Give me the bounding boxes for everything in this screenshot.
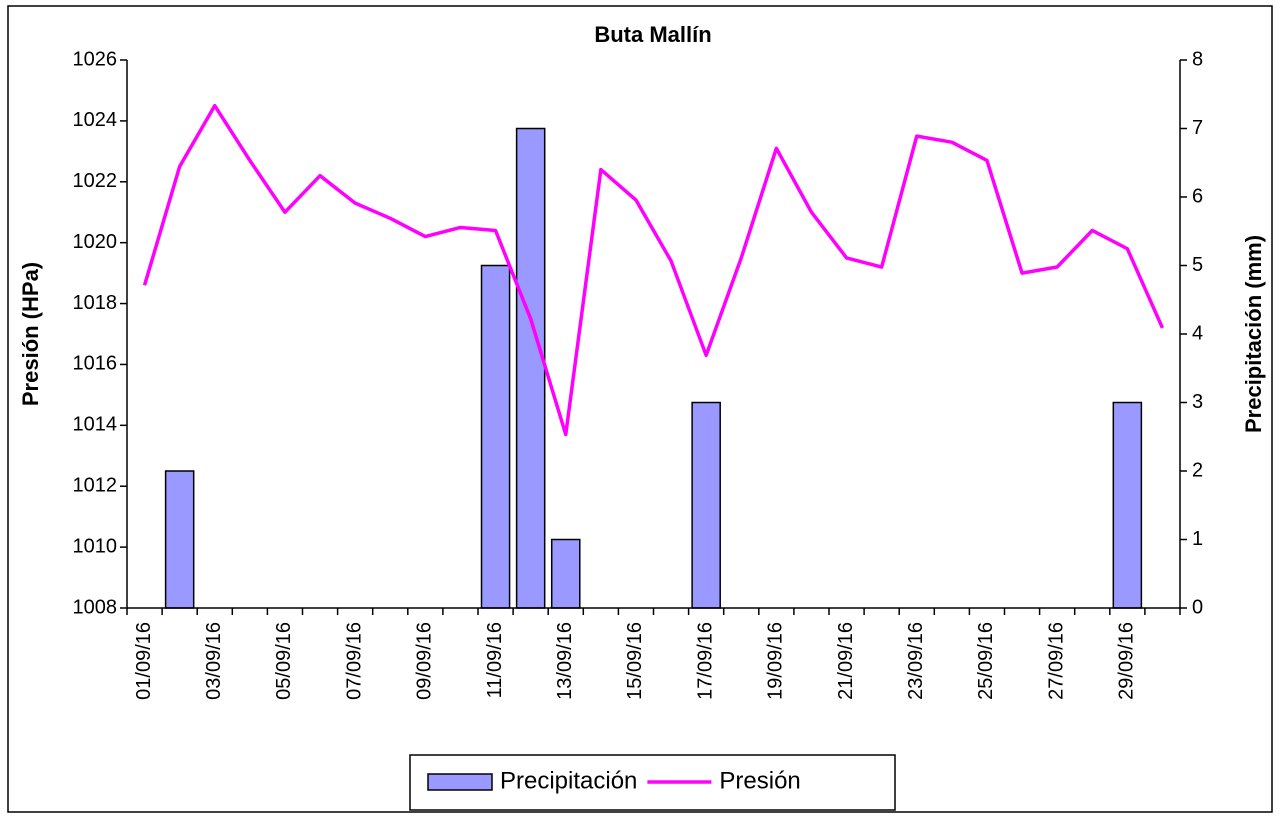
plot-area — [127, 60, 1180, 608]
bar — [691, 401, 721, 609]
y-tick-label: 1012 — [73, 475, 118, 497]
y2-tick-label: 3 — [1192, 391, 1203, 413]
y2-tick-label: 5 — [1192, 254, 1203, 276]
y-tick-label: 1010 — [73, 535, 118, 557]
y-tick-label: 1022 — [73, 170, 118, 192]
x-tick-label: 07/09/16 — [343, 622, 365, 700]
y-tick-label: 1020 — [73, 231, 118, 253]
y2-axis-label: Precipitación (mm) — [1241, 235, 1266, 433]
x-tick-label: 01/09/16 — [133, 622, 155, 700]
y2-tick-label: 8 — [1192, 48, 1203, 70]
y-tick-label: 1014 — [73, 414, 118, 436]
y2-tick-label: 4 — [1192, 322, 1203, 344]
bar — [515, 127, 546, 609]
x-tick-label: 17/09/16 — [694, 622, 716, 700]
x-tick-label: 23/09/16 — [905, 622, 927, 700]
x-tick-label: 13/09/16 — [554, 622, 576, 700]
x-tick-label: 27/09/16 — [1045, 622, 1067, 700]
y-axis-label: Presión (HPa) — [18, 262, 43, 406]
x-tick-label: 25/09/16 — [975, 622, 997, 700]
x-tick-label: 05/09/16 — [273, 622, 295, 700]
y-tick-label: 1008 — [73, 596, 118, 618]
y2-tick-label: 1 — [1192, 528, 1203, 550]
legend-swatch — [427, 773, 493, 791]
x-tick-label: 29/09/16 — [1116, 622, 1138, 700]
bar — [480, 264, 511, 609]
y2-tick-label: 2 — [1192, 459, 1203, 481]
y2-tick-label: 6 — [1192, 185, 1203, 207]
x-tick-label: 21/09/16 — [835, 622, 857, 700]
y-tick-label: 1018 — [73, 292, 118, 314]
chart-title: Buta Mallín — [594, 22, 711, 47]
x-tick-label: 11/09/16 — [484, 622, 506, 698]
y-tick-label: 1024 — [73, 109, 118, 131]
x-tick-label: 19/09/16 — [765, 622, 787, 700]
y2-tick-label: 7 — [1192, 117, 1203, 139]
y-tick-label: 1016 — [73, 353, 118, 375]
x-tick-label: 09/09/16 — [414, 622, 436, 700]
y2-tick-label: 0 — [1192, 596, 1203, 618]
legend-label: Presión — [719, 767, 800, 794]
x-tick-label: 15/09/16 — [624, 622, 646, 700]
bar — [164, 470, 195, 609]
line — [142, 103, 1165, 437]
x-tick-label: 03/09/16 — [203, 622, 225, 700]
bar — [550, 538, 581, 609]
y-tick-label: 1026 — [73, 48, 118, 70]
bar — [1112, 401, 1143, 609]
legend-label: Precipitación — [500, 767, 637, 794]
